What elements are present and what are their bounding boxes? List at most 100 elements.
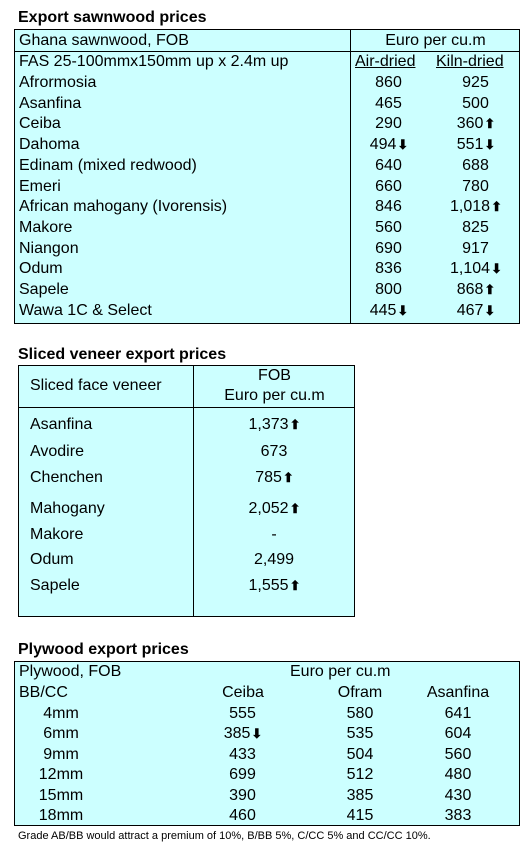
sawnwood-air-dried-price: 690 bbox=[352, 239, 426, 259]
sawnwood-species-name: Wawa 1C & Select bbox=[19, 301, 152, 319]
sawnwood-kiln-dried-price-arrow-icon: ⬇ bbox=[484, 302, 496, 318]
veneer-species-name: Mahogany bbox=[30, 500, 105, 517]
plywood-asanfina-price: 641 bbox=[444, 705, 472, 722]
plywood-thickness: 12mm bbox=[38, 766, 84, 784]
sawnwood-kiln-dried-price-value: 825 bbox=[462, 218, 489, 236]
sawnwood-kiln-dried-price: 868⬆ bbox=[432, 280, 520, 300]
sawnwood-title: Export sawnwood prices bbox=[18, 9, 207, 26]
sawnwood-air-dried-price: 465 bbox=[352, 94, 426, 114]
plywood-thickness: 6mm bbox=[43, 725, 79, 743]
sawnwood-kiln-dried-price-value: 688 bbox=[462, 156, 489, 174]
plywood-ceiba-price-value: 385 bbox=[223, 725, 251, 743]
veneer-species-name: Makore bbox=[30, 526, 84, 543]
sawnwood-air-dried-price-arrow-icon: ⬇ bbox=[397, 302, 409, 318]
veneer-price: - bbox=[194, 525, 355, 545]
plywood-ceiba-price: 460 bbox=[210, 806, 276, 826]
plywood-ceiba-price-arrow-icon: ⬇ bbox=[251, 726, 263, 742]
plywood-header-left-2: BB/CC bbox=[19, 684, 68, 701]
veneer-price-value: 1,555 bbox=[248, 577, 289, 594]
sawnwood-kiln-dried-price-value: 917 bbox=[462, 239, 489, 257]
sawnwood-kiln-dried-price: 1,018⬆ bbox=[432, 197, 520, 217]
plywood-ceiba-price-value: 433 bbox=[229, 745, 256, 763]
sawnwood-air-dried-price: 660 bbox=[352, 177, 426, 197]
sawnwood-air-dried-price: 560 bbox=[352, 218, 426, 238]
plywood-ofram-price: 512 bbox=[346, 766, 374, 784]
sawnwood-kiln-dried-price-value: 925 bbox=[462, 74, 489, 91]
sawnwood-species-name: Ceiba bbox=[19, 115, 61, 133]
sawnwood-air-dried-price-value: 800 bbox=[375, 281, 402, 298]
sawnwood-air-dried-price: 836 bbox=[352, 259, 426, 279]
sawnwood-air-dried-price-arrow-icon: ⬇ bbox=[397, 137, 409, 153]
plywood-ofram-price: 504 bbox=[346, 745, 374, 763]
sawnwood-air-dried-price: 290 bbox=[352, 114, 426, 134]
sawnwood-kiln-dried-price: 1,104⬇ bbox=[432, 259, 520, 279]
sawnwood-air-dried-price-value: 846 bbox=[375, 198, 402, 216]
veneer-price: 2,052⬆ bbox=[194, 499, 355, 519]
veneer-header-right-1: FOB bbox=[258, 367, 291, 384]
sawnwood-table bbox=[14, 29, 520, 324]
sawnwood-air-dried-price-value: 836 bbox=[375, 260, 402, 278]
sawnwood-air-dried-price: 494⬇ bbox=[352, 135, 426, 155]
sawnwood-kiln-dried-price: 551⬇ bbox=[432, 135, 520, 155]
plywood-ofram-price: 415 bbox=[346, 807, 374, 824]
plywood-header-right: Euro per cu.m bbox=[290, 663, 391, 680]
sawnwood-col-air-dried: Air-dried bbox=[355, 53, 416, 70]
veneer-species-name: Sapele bbox=[30, 577, 80, 594]
sawnwood-header-right: Euro per cu.m bbox=[385, 32, 486, 49]
sawnwood-kiln-dried-price-arrow-icon: ⬆ bbox=[484, 116, 496, 132]
plywood-asanfina-price: 383 bbox=[444, 807, 472, 824]
sawnwood-air-dried-price-value: 290 bbox=[375, 115, 402, 133]
plywood-ceiba-price: 390 bbox=[210, 786, 276, 806]
plywood-ceiba-price: 555 bbox=[210, 704, 276, 724]
veneer-price: 673 bbox=[194, 442, 355, 462]
sawnwood-air-dried-price-value: 465 bbox=[375, 94, 402, 112]
plywood-asanfina-price: 480 bbox=[444, 766, 472, 784]
sawnwood-kiln-dried-price-value: 467 bbox=[456, 301, 484, 319]
plywood-thickness: 18mm bbox=[38, 807, 84, 824]
sawnwood-air-dried-price-value: 660 bbox=[375, 177, 402, 195]
sawnwood-species-name: Emeri bbox=[19, 177, 61, 195]
veneer-price: 2,499 bbox=[194, 550, 355, 570]
plywood-ceiba-price: 699 bbox=[210, 765, 276, 785]
sawnwood-species-name: Afrormosia bbox=[19, 74, 97, 91]
sawnwood-divider bbox=[350, 29, 351, 324]
sawnwood-air-dried-price-value: 560 bbox=[375, 218, 402, 236]
sawnwood-kiln-dried-price: 825 bbox=[432, 218, 520, 238]
sawnwood-kiln-dried-price-arrow-icon: ⬆ bbox=[484, 282, 496, 297]
plywood-thickness: 15mm bbox=[38, 786, 84, 804]
sawnwood-species-name: African mahogany (Ivorensis) bbox=[19, 198, 228, 216]
sawnwood-air-dried-price-value: 640 bbox=[375, 156, 402, 174]
sawnwood-kiln-dried-price-arrow-icon: ⬇ bbox=[484, 137, 496, 153]
veneer-price-value: 2,052 bbox=[248, 500, 289, 517]
veneer-price-arrow-icon: ⬆ bbox=[289, 501, 301, 516]
plywood-asanfina-price: 560 bbox=[444, 745, 472, 763]
sawnwood-species-name: Niangon bbox=[19, 239, 79, 257]
veneer-species-name: Chenchen bbox=[30, 469, 103, 486]
plywood-ofram-price: 385 bbox=[346, 786, 374, 804]
veneer-header-right-2: Euro per cu.m bbox=[224, 387, 325, 404]
sawnwood-header-left-1: Ghana sawnwood, FOB bbox=[19, 32, 189, 49]
plywood-col-ceiba: Ceiba bbox=[222, 684, 264, 701]
plywood-ceiba-price: 433 bbox=[210, 745, 276, 765]
veneer-species-name: Avodire bbox=[30, 443, 84, 460]
sawnwood-kiln-dried-price-arrow-icon: ⬆ bbox=[491, 199, 502, 215]
plywood-ceiba-price-value: 555 bbox=[229, 705, 256, 722]
sawnwood-kiln-dried-price-value: 360 bbox=[456, 115, 484, 133]
sawnwood-species-name: Edinam (mixed redwood) bbox=[19, 156, 197, 174]
sawnwood-kiln-dried-price: 780 bbox=[432, 177, 520, 197]
plywood-asanfina-price: 430 bbox=[444, 786, 472, 804]
plywood-thickness: 9mm bbox=[43, 745, 79, 763]
sawnwood-air-dried-price-value: 690 bbox=[375, 239, 402, 257]
sawnwood-air-dried-price: 860 bbox=[352, 73, 426, 93]
veneer-price-arrow-icon: ⬆ bbox=[289, 578, 301, 593]
veneer-price: 1,373⬆ bbox=[194, 415, 355, 435]
veneer-price-value: 2,499 bbox=[253, 551, 295, 568]
veneer-price-value: 1,373 bbox=[248, 416, 289, 433]
sawnwood-kiln-dried-price-value: 500 bbox=[462, 94, 489, 112]
sawnwood-kiln-dried-price-value: 780 bbox=[462, 177, 489, 195]
sawnwood-kiln-dried-price: 925 bbox=[432, 73, 520, 93]
sawnwood-kiln-dried-price: 688 bbox=[432, 156, 520, 176]
sawnwood-species-name: Dahoma bbox=[19, 136, 80, 154]
sawnwood-header-rule bbox=[14, 51, 520, 52]
sawnwood-air-dried-price-value: 445 bbox=[369, 301, 397, 319]
